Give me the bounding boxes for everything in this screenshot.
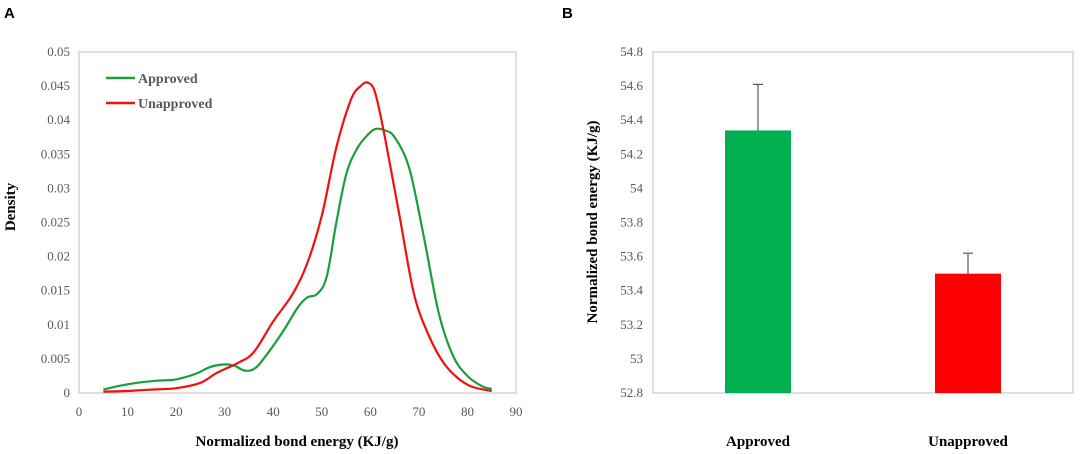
y-tick-label: 53.6 [620,249,643,264]
y-tick-label: 53.4 [620,283,643,298]
x-tick-label: 10 [121,404,134,419]
bar-unapproved [935,273,1001,393]
density-chart: 0 0.005 0.01 0.015 0.02 0.025 0.03 0.035 0.04 0.0… [3,44,523,450]
y-tick-label: 0.035 [41,146,70,161]
category-labels: Approved Unapproved [726,434,1008,450]
y-tick-label: 0.005 [41,351,70,366]
y-tick-label: 0.02 [47,249,70,264]
y-axis-title-a: Density [3,182,19,231]
x-tick-label: 60 [364,404,377,419]
y-tick-label: 54.8 [620,44,643,59]
series-line-approved [103,127,492,391]
x-tick-label: 40 [267,404,280,419]
y-tick-label: 0.03 [47,180,70,195]
y-tick-label: 52.8 [620,385,643,400]
legend: Approved Unapproved [106,72,213,112]
legend-label-approved: Approved [138,72,198,87]
series-line-unapproved [103,81,492,393]
bars [725,83,1001,393]
y-tick-label: 54.2 [620,146,643,161]
category-label-approved: Approved [726,434,791,450]
y-tick-label: 0.04 [47,112,70,127]
category-label-unapproved: Unapproved [928,434,1008,450]
y-tick-label: 0.05 [47,44,70,59]
x-tick-label: 30 [218,404,231,419]
y-tick-label: 0.045 [41,78,70,93]
y-tick-label: 0.01 [47,317,70,332]
legend-label-unapproved: Unapproved [138,97,213,112]
y-tick-labels-b: 52.8 53 53.2 53.4 53.6 53.8 54 54.2 54.4 54.6 54.8 [620,44,643,400]
y-tick-label: 0.015 [41,283,70,298]
bar-approved [725,130,791,393]
y-tick-label: 54 [630,180,644,195]
x-axis-title-a: Normalized bond energy (KJ/g) [196,434,399,450]
y-tick-label: 54.4 [620,112,643,127]
x-tick-label: 0 [76,404,83,419]
x-tick-labels-a: 0 10 20 30 40 50 60 70 80 90 [76,404,523,419]
x-tick-label: 80 [461,404,474,419]
panel-label-a: A [4,5,15,22]
y-tick-label: 54.6 [620,78,643,93]
x-tick-label: 50 [315,404,328,419]
y-tick-label: 53 [630,351,643,366]
y-tick-label: 53.8 [620,215,643,230]
plot-area-b [652,51,1074,394]
y-tick-label: 0 [64,385,71,400]
plot-area-a [78,51,517,394]
bar-chart: 52.8 53 53.2 53.4 53.6 53.8 54 54.2 54.4 54.6 54.8… [585,44,1074,450]
y-axis-title-b: Normalized bond energy (KJ/g) [585,121,601,324]
y-tick-label: 0.025 [41,215,70,230]
x-tick-label: 20 [170,404,183,419]
x-tick-label: 70 [412,404,425,419]
y-tick-labels-a: 0 0.005 0.01 0.015 0.02 0.025 0.03 0.035 0.04 0.0… [41,44,71,400]
density-series [103,81,492,393]
y-tick-label: 53.2 [620,317,643,332]
panel-label-b: B [562,5,573,22]
x-tick-label: 90 [510,404,523,419]
